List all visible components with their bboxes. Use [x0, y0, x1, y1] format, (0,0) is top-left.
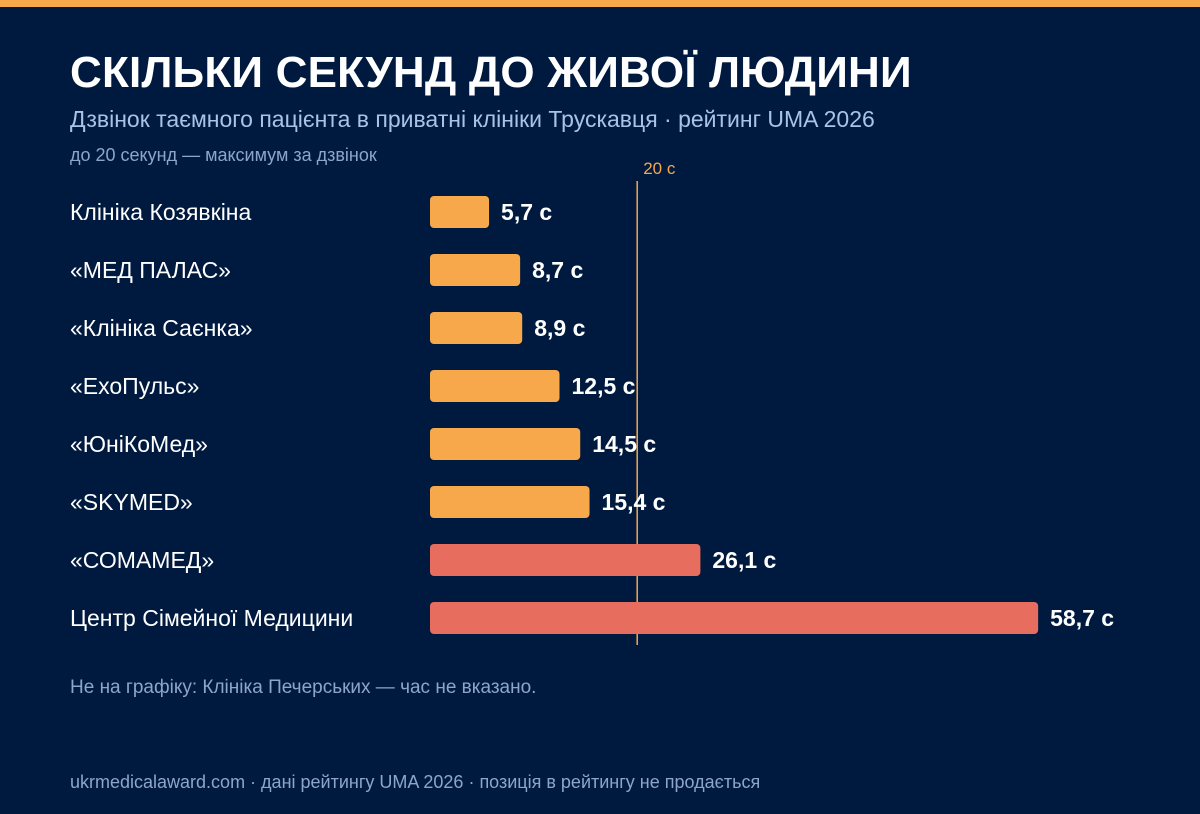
bar: [430, 370, 560, 402]
category-label: Центр Сімейної Медицини: [70, 605, 353, 631]
value-label: 5,7 с: [501, 199, 552, 225]
category-label: «SKYMED»: [70, 489, 193, 515]
chart-title: СКІЛЬКИ СЕКУНД ДО ЖИВОЇ ЛЮДИНИ: [70, 48, 912, 97]
category-label: «МЕД ПАЛАС»: [70, 257, 231, 283]
bar: [430, 544, 701, 576]
bar: [430, 428, 581, 460]
category-label: «ЕхоПульс»: [70, 373, 199, 399]
value-label: 8,9 с: [534, 315, 585, 341]
top-accent-stripe: [0, 0, 1200, 7]
bar: [430, 602, 1039, 634]
category-label: «СОМАМЕД»: [70, 547, 214, 573]
category-label: Клініка Козявкіна: [70, 199, 252, 225]
bar: [430, 312, 523, 344]
threshold-label: 20 с: [643, 159, 676, 178]
bar: [430, 486, 590, 518]
value-label: 14,5 с: [592, 431, 656, 457]
footnote: Не на графіку: Клініка Печерських — час …: [70, 677, 537, 698]
value-label: 15,4 с: [602, 489, 666, 515]
source-footer: ukrmedicalaward.com · дані рейтингу UMA …: [70, 772, 761, 792]
bar: [430, 196, 490, 228]
category-label: «ЮніКоМед»: [70, 431, 208, 457]
bar-chart: 20 с Клініка Козявкіна 5,7 с «МЕД ПАЛАС» 8,7…: [70, 159, 1114, 645]
bar: [430, 254, 521, 286]
value-label: 8,7 с: [532, 257, 583, 283]
category-label: «Клініка Саєнка»: [70, 315, 253, 341]
threshold-note: до 20 секунд — максимум за дзвінок: [70, 145, 377, 165]
chart-subtitle: Дзвінок таємного пацієнта в приватні клі…: [70, 106, 875, 132]
value-label: 58,7 с: [1050, 605, 1114, 631]
value-label: 26,1 с: [712, 547, 776, 573]
value-label: 12,5 с: [572, 373, 636, 399]
